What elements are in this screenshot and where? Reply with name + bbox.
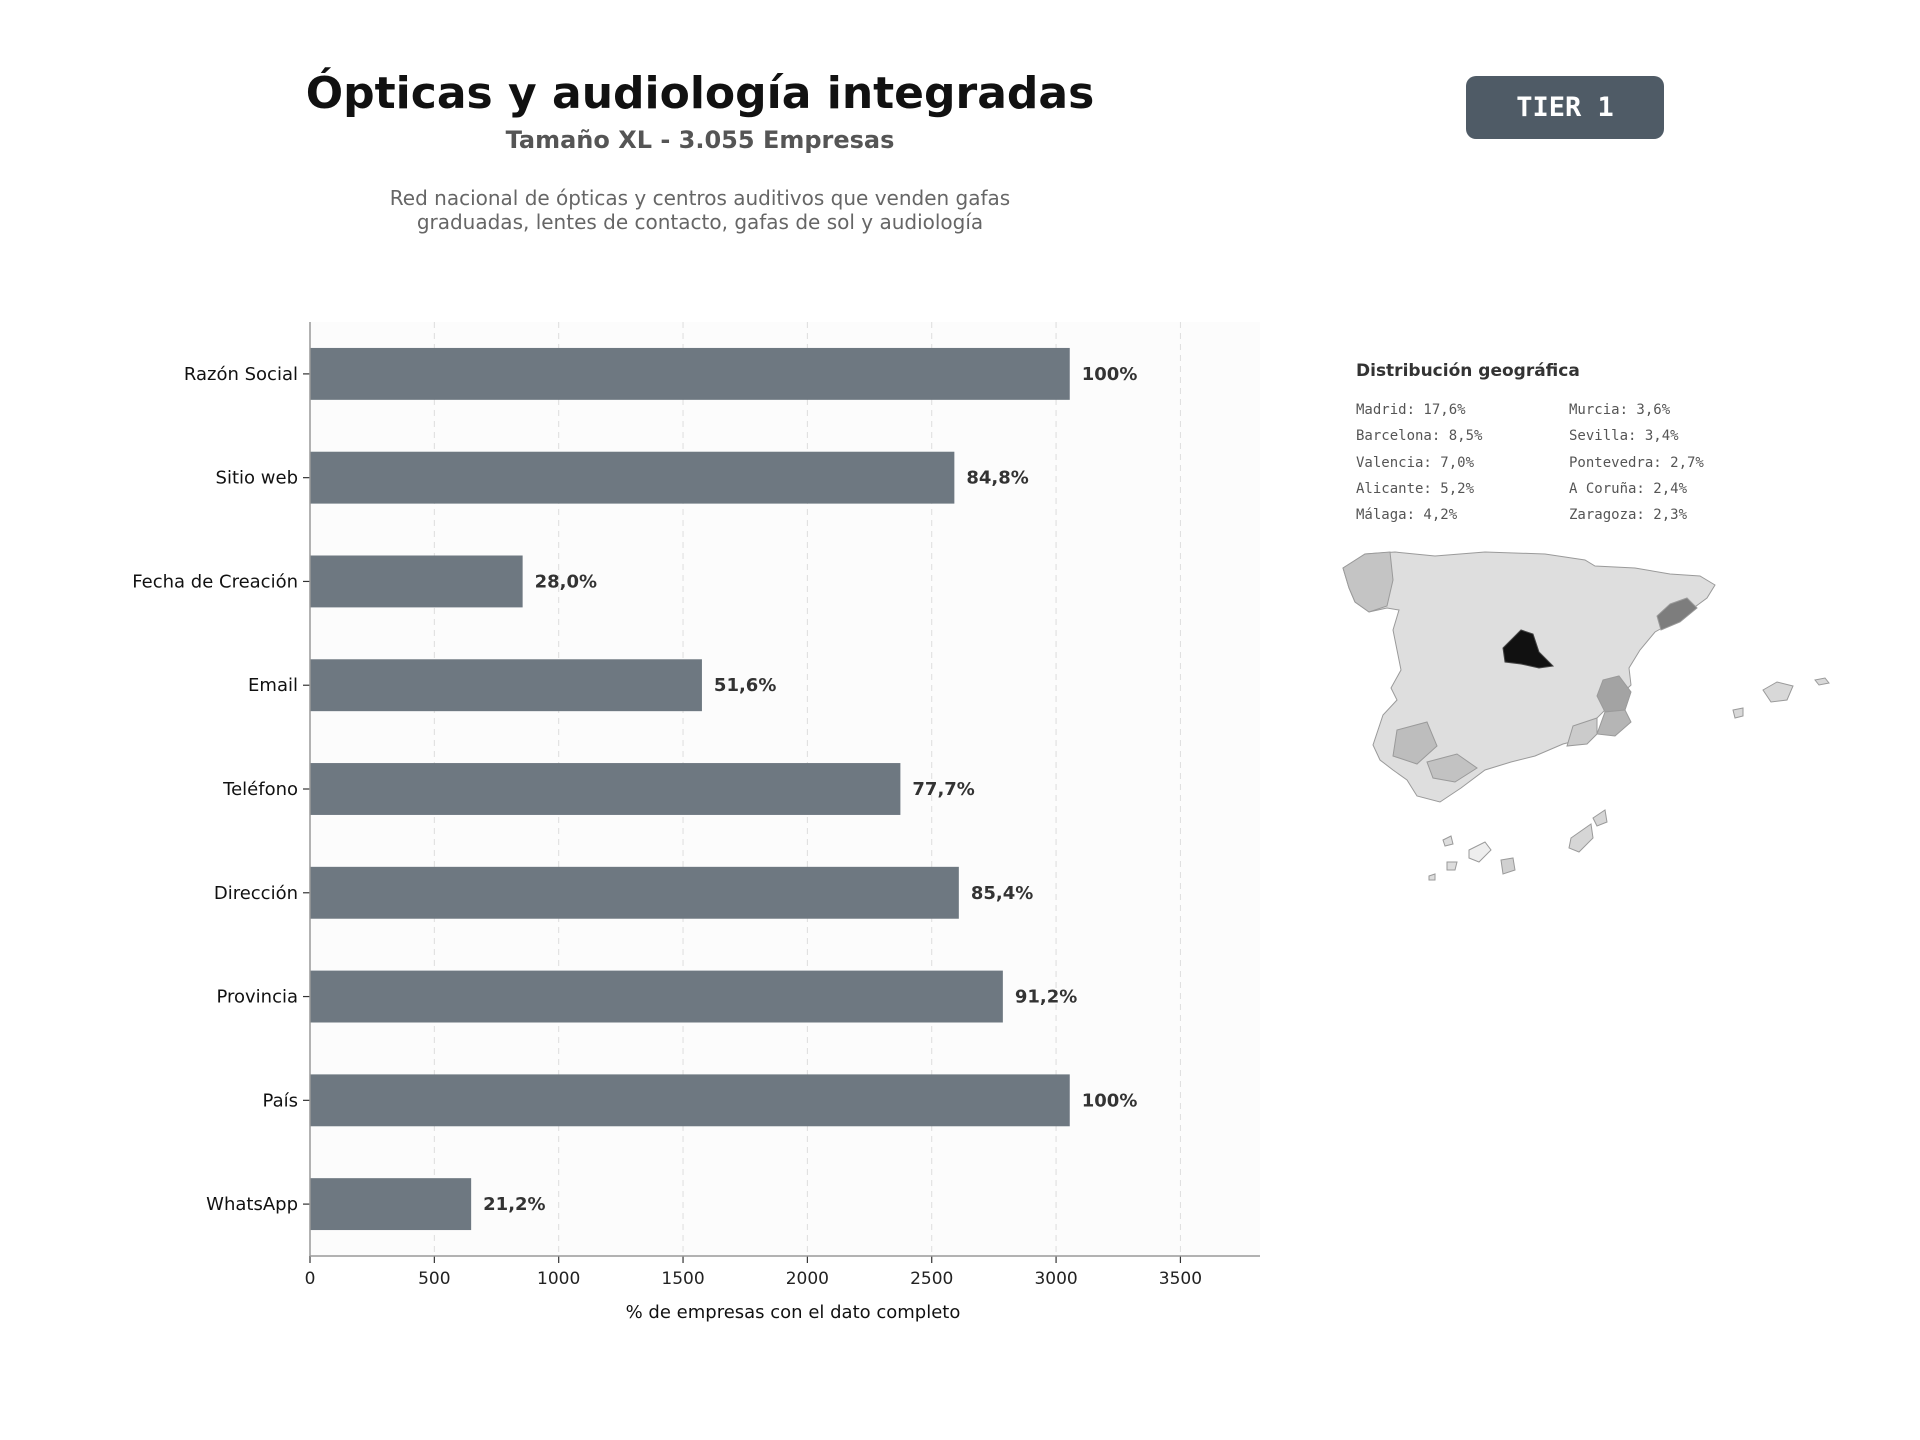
map-murcia (1566, 717, 1598, 747)
category-label: País (263, 1090, 298, 1111)
description: Red nacional de ópticas y centros auditi… (300, 186, 1100, 234)
x-tick-label: 3000 (1034, 1269, 1077, 1289)
category-label: Dirección (214, 883, 298, 904)
x-tick-label: 2500 (910, 1269, 953, 1289)
map-canarias-4 (1500, 857, 1516, 875)
x-axis-label: % de empresas con el dato completo (626, 1302, 961, 1323)
map-canarias-1 (1442, 835, 1454, 847)
map-canarias-6 (1592, 809, 1608, 827)
geo-item: Sevilla: 3,4% (1569, 428, 1679, 445)
value-label: 51,6% (714, 675, 776, 696)
tier-badge: TIER 1 (1466, 76, 1664, 139)
geo-item: Murcia: 3,6% (1569, 402, 1671, 418)
map-canarias-5 (1568, 823, 1594, 853)
value-label: 91,2% (1015, 987, 1077, 1008)
category-label: Razón Social (184, 364, 298, 385)
page-subtitle: Tamaño XL - 3.055 Empresas (505, 126, 895, 154)
geo-item: A Coruña: 2,4% (1569, 480, 1688, 497)
geo-item: Barcelona: 8,5% (1356, 428, 1483, 445)
spain-map (1342, 551, 1830, 881)
description-line-2: graduadas, lentes de contacto, gafas de … (416, 210, 984, 234)
bar (310, 347, 1070, 400)
category-label: WhatsApp (206, 1194, 298, 1215)
map-canarias-3 (1446, 861, 1458, 871)
page-title: Ópticas y audiología integradas (305, 68, 1095, 119)
value-label: 77,7% (912, 779, 974, 800)
bar (310, 451, 955, 504)
geo-item: Madrid: 17,6% (1356, 402, 1466, 418)
x-tick-label: 3500 (1159, 1269, 1202, 1289)
x-tick-label: 0 (305, 1269, 316, 1289)
geo-item: Zaragoza: 2,3% (1569, 507, 1688, 524)
category-label: Fecha de Creación (132, 571, 298, 592)
map-baleares-mallorca (1762, 681, 1794, 703)
bar (310, 763, 901, 815)
category-label: Sitio web (216, 468, 298, 489)
map-sevilla (1392, 721, 1438, 765)
value-label: 84,8% (966, 468, 1028, 489)
map-madrid (1502, 629, 1555, 669)
description-line-1: Red nacional de ópticas y centros auditi… (389, 186, 1011, 210)
value-label: 21,2% (483, 1194, 545, 1215)
map-baleares-menorca (1814, 677, 1830, 686)
bar (310, 1074, 1070, 1127)
map-galicia (1342, 551, 1394, 613)
geo-item: Alicante: 5,2% (1356, 480, 1475, 497)
geo-item: Málaga: 4,2% (1356, 507, 1458, 524)
geo-item: Pontevedra: 2,7% (1569, 454, 1704, 471)
x-tick-label: 1000 (537, 1269, 580, 1289)
bar (310, 1178, 472, 1231)
value-label: 100% (1082, 364, 1138, 385)
value-label: 85,4% (971, 883, 1033, 904)
bar (310, 659, 702, 712)
map-canarias-2 (1468, 841, 1492, 863)
bar (310, 970, 1003, 1023)
map-alicante (1596, 709, 1632, 737)
map-canarias-7 (1428, 873, 1436, 881)
geo-list-column-1: Madrid: 17,6% Barcelona: 8,5% Valencia: … (1356, 397, 1482, 528)
map-barcelona (1656, 597, 1698, 631)
category-label: Teléfono (222, 779, 298, 800)
geo-distribution-title: Distribución geográfica (1356, 361, 1580, 381)
bar (310, 555, 523, 608)
geo-item: Valencia: 7,0% (1356, 454, 1475, 471)
category-label: Provincia (216, 987, 298, 1008)
map-baleares-ibiza (1732, 707, 1744, 719)
bar-chart: 0 500 1000 1500 2000 2500 3000 3500 Razón Social… (132, 322, 1260, 1323)
x-tick-label: 1500 (661, 1269, 704, 1289)
value-label: 28,0% (535, 571, 597, 592)
category-label: Email (248, 675, 298, 696)
bar (310, 866, 959, 919)
x-tick-label: 500 (418, 1269, 450, 1289)
x-tick-label: 2000 (786, 1269, 829, 1289)
geo-list-column-2: Murcia: 3,6% Sevilla: 3,4% Pontevedra: 2… (1569, 397, 1704, 528)
value-label: 100% (1082, 1090, 1138, 1111)
map-mainland (1342, 551, 1716, 803)
map-malaga (1426, 753, 1478, 783)
